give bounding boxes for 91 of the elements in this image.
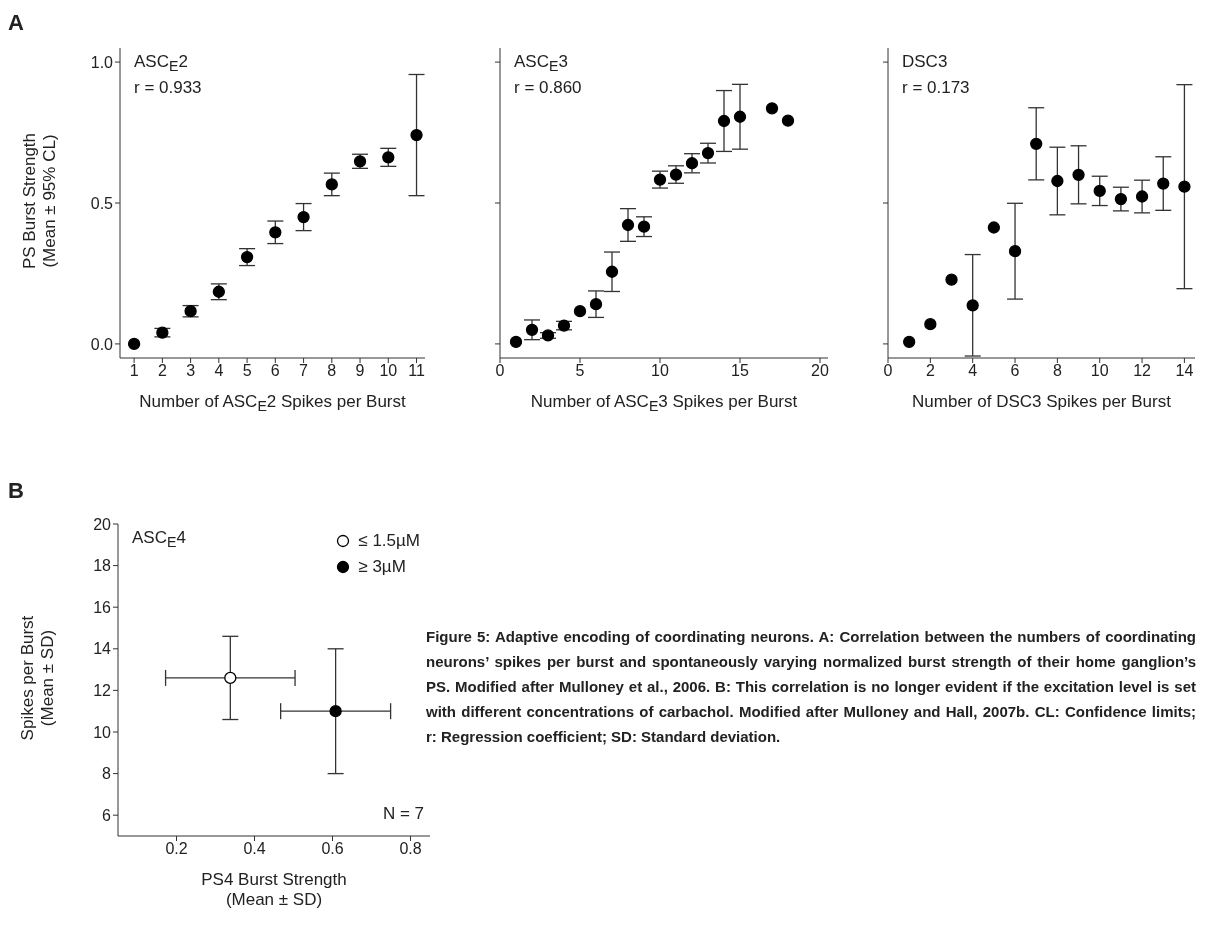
annotation: Figure 5: Adaptive encoding of coordinating neurons. A: Correlation between the numbers of coordinating neurons’ spikes per burst and spontaneously varying normalized burst strength of their home ganglion’s PS. Modified after Mulloney et al., 2006. B: This correlation is no longer evident if the excitation level is set with different concentrations of carbachol. Modified after Mulloney and Hall, 2007b. CL: Confidence limits; r: Regression coefficient; SD: Standard deviation.: [426, 627, 1196, 747]
x-tick-label: 8: [1052, 362, 1062, 380]
point: [382, 151, 395, 164]
point: [945, 273, 958, 286]
y-tick-label: 0.5: [90, 194, 114, 212]
y-tick-label: 14: [93, 640, 112, 658]
point: [589, 298, 603, 311]
x-tick-label: 0.4: [243, 840, 266, 858]
chart-title: ASC$_{E}$3: [514, 52, 568, 75]
x-tick-label: 14: [1175, 362, 1194, 380]
x-tick-label: 8: [327, 362, 337, 380]
point: [781, 114, 795, 127]
point: [605, 265, 619, 278]
x-tick-label: 1: [129, 362, 139, 380]
x-tick-label: 12: [1133, 362, 1152, 380]
point: [1093, 184, 1106, 198]
x-tick-label: 9: [355, 362, 365, 380]
point: [410, 128, 423, 142]
x-tick-label: 15: [731, 362, 749, 380]
point: [987, 221, 1001, 234]
x-tick-label: 0: [883, 362, 893, 380]
point: [765, 102, 779, 115]
annotation: N = 7: [381, 804, 424, 824]
point: [621, 218, 635, 232]
y-tick-label: 12: [93, 682, 112, 700]
point: [573, 305, 587, 318]
x-tick-label: 0.6: [321, 840, 344, 858]
x-tick-label: 5: [242, 362, 252, 380]
x-tick-label: 10: [379, 362, 398, 380]
chart-title: ASC$_{E}$2: [134, 52, 188, 75]
x-tick-label: 0: [495, 362, 505, 380]
point: [509, 335, 523, 349]
point: [269, 226, 282, 239]
point: [1051, 174, 1064, 188]
y-tick-label: 0.0: [90, 335, 114, 353]
y-tick-label: 1.0: [90, 53, 114, 71]
y-axis-title: Spikes per Burst (Mean ± SD): [18, 614, 58, 743]
point: [717, 114, 731, 128]
point: [1178, 180, 1191, 193]
x-axis-title: Number of ASC$_{E}$3 Spikes per Burst: [529, 392, 799, 415]
x-tick-label: 6: [1010, 362, 1020, 380]
point: [525, 323, 539, 336]
y-tick-label: 20: [93, 515, 112, 533]
annotation: r = 0.933: [134, 78, 202, 98]
point: [637, 220, 651, 233]
x-tick-label: 5: [575, 362, 585, 380]
x-tick-label: 20: [811, 362, 829, 380]
point: [127, 337, 141, 351]
y-tick-label: 8: [102, 765, 112, 783]
point: [1114, 192, 1128, 206]
chart-title: DSC3: [902, 52, 948, 72]
legend-label: ≥ 3µM: [358, 557, 406, 577]
x-tick-label: 10: [651, 362, 669, 380]
y-tick-label: 18: [93, 557, 112, 575]
point: [924, 318, 937, 331]
point: [733, 110, 747, 123]
x-axis-title: Number of DSC3 Spikes per Burst: [911, 392, 1172, 412]
text: B: [8, 478, 24, 504]
y-tick-label: 10: [93, 723, 112, 741]
x-axis-title: PS4 Burst Strength (Mean ± SD): [200, 870, 348, 910]
y-axis-title: PS Burst Strength (Mean ± 95% CL): [20, 131, 60, 272]
x-tick-label: 2: [157, 362, 167, 380]
annotation: r = 0.173: [902, 78, 970, 98]
x-tick-label: 6: [270, 362, 280, 380]
point: [297, 210, 310, 224]
x-tick-label: 4: [968, 362, 978, 380]
x-tick-label: 3: [186, 362, 196, 380]
point: [1135, 190, 1149, 203]
point: [701, 146, 715, 160]
point: [1072, 168, 1085, 181]
annotation: r = 0.860: [514, 78, 582, 98]
point: [1008, 245, 1022, 258]
point: [325, 178, 338, 191]
x-tick-label: 2: [925, 362, 935, 380]
text: A: [8, 10, 24, 36]
y-tick-label: 16: [93, 598, 112, 616]
x-axis-title: Number of ASC$_{E}$2 Spikes per Burst: [138, 392, 407, 415]
point: [1157, 177, 1170, 190]
point: [966, 299, 979, 312]
point: [1030, 137, 1043, 150]
x-tick-label: 0.8: [399, 840, 422, 858]
legend-label: ≤ 1.5µM: [358, 531, 420, 551]
point: [685, 157, 699, 170]
point: [903, 335, 916, 349]
x-tick-label: 0.2: [165, 840, 188, 858]
x-tick-label: 7: [299, 362, 309, 380]
chart-title: ASC$_{E}$4: [132, 528, 186, 551]
x-tick-label: 4: [214, 362, 224, 380]
x-tick-label: 11: [408, 362, 425, 380]
x-tick-label: 10: [1090, 362, 1109, 380]
y-tick-label: 6: [102, 806, 112, 824]
